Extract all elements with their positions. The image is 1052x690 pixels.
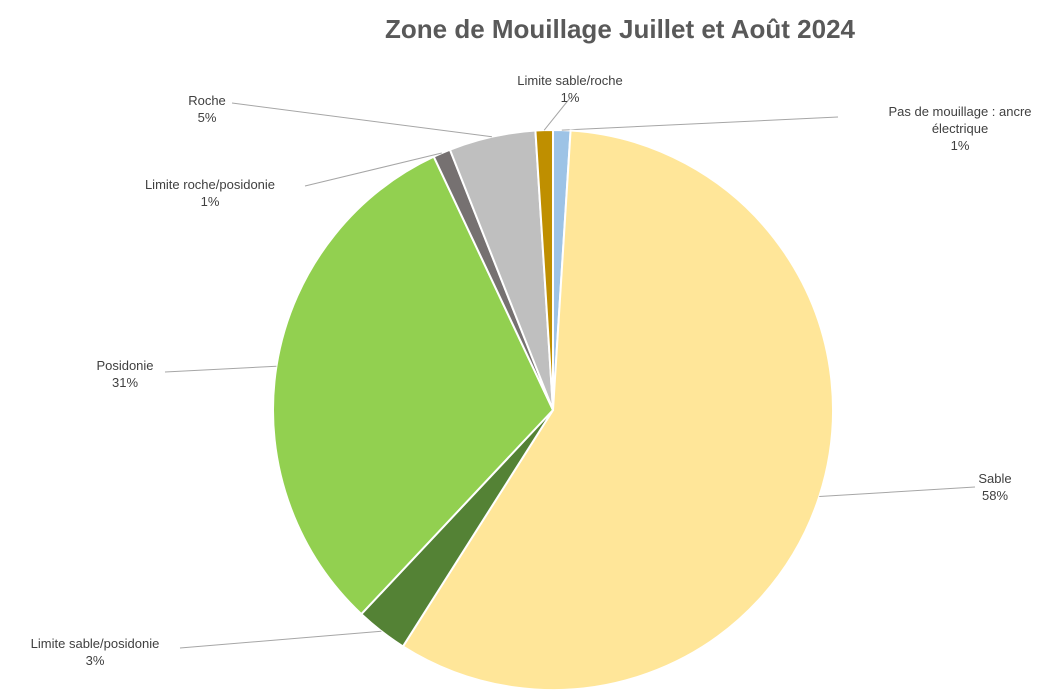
- label-name: Posidonie: [96, 358, 154, 373]
- data-label: Limite sable/posidonie 3%: [5, 635, 185, 669]
- data-label: Sable 58%: [955, 470, 1035, 504]
- leader-line: [231, 102, 492, 138]
- label-name: Sable: [978, 471, 1012, 486]
- label-name: Limite roche/posidonie: [144, 177, 276, 192]
- label-value: 5%: [197, 110, 217, 125]
- label-value: 1%: [560, 90, 580, 105]
- chart-title: Zone de Mouillage Juillet et Août 2024: [384, 14, 855, 44]
- data-label: Pas de mouillage : ancre électrique 1%: [865, 103, 1052, 154]
- leader-line: [179, 630, 382, 649]
- label-value: 31%: [111, 375, 139, 390]
- leader-line: [164, 365, 277, 373]
- label-value: 3%: [85, 653, 105, 668]
- data-label: Limite sable/roche 1%: [495, 72, 645, 106]
- label-value: 58%: [981, 488, 1009, 503]
- label-value: 1%: [200, 194, 220, 209]
- pie-slice: [534, 128, 554, 411]
- label-name: Roche: [188, 93, 226, 108]
- label-value: 1%: [950, 138, 970, 153]
- pie-slice: [272, 155, 555, 616]
- data-label: Limite roche/posidonie 1%: [115, 176, 305, 210]
- leader-line: [819, 486, 976, 498]
- leader-line: [304, 152, 442, 187]
- label-name: Limite sable/roche: [517, 73, 623, 88]
- data-label: Posidonie 31%: [80, 357, 170, 391]
- leader-line: [543, 97, 571, 131]
- leader-line: [561, 116, 839, 131]
- data-label: Roche 5%: [167, 92, 247, 126]
- label-name: Limite sable/posidonie: [30, 636, 160, 651]
- label-name: Pas de mouillage : ancre électrique: [888, 104, 1032, 136]
